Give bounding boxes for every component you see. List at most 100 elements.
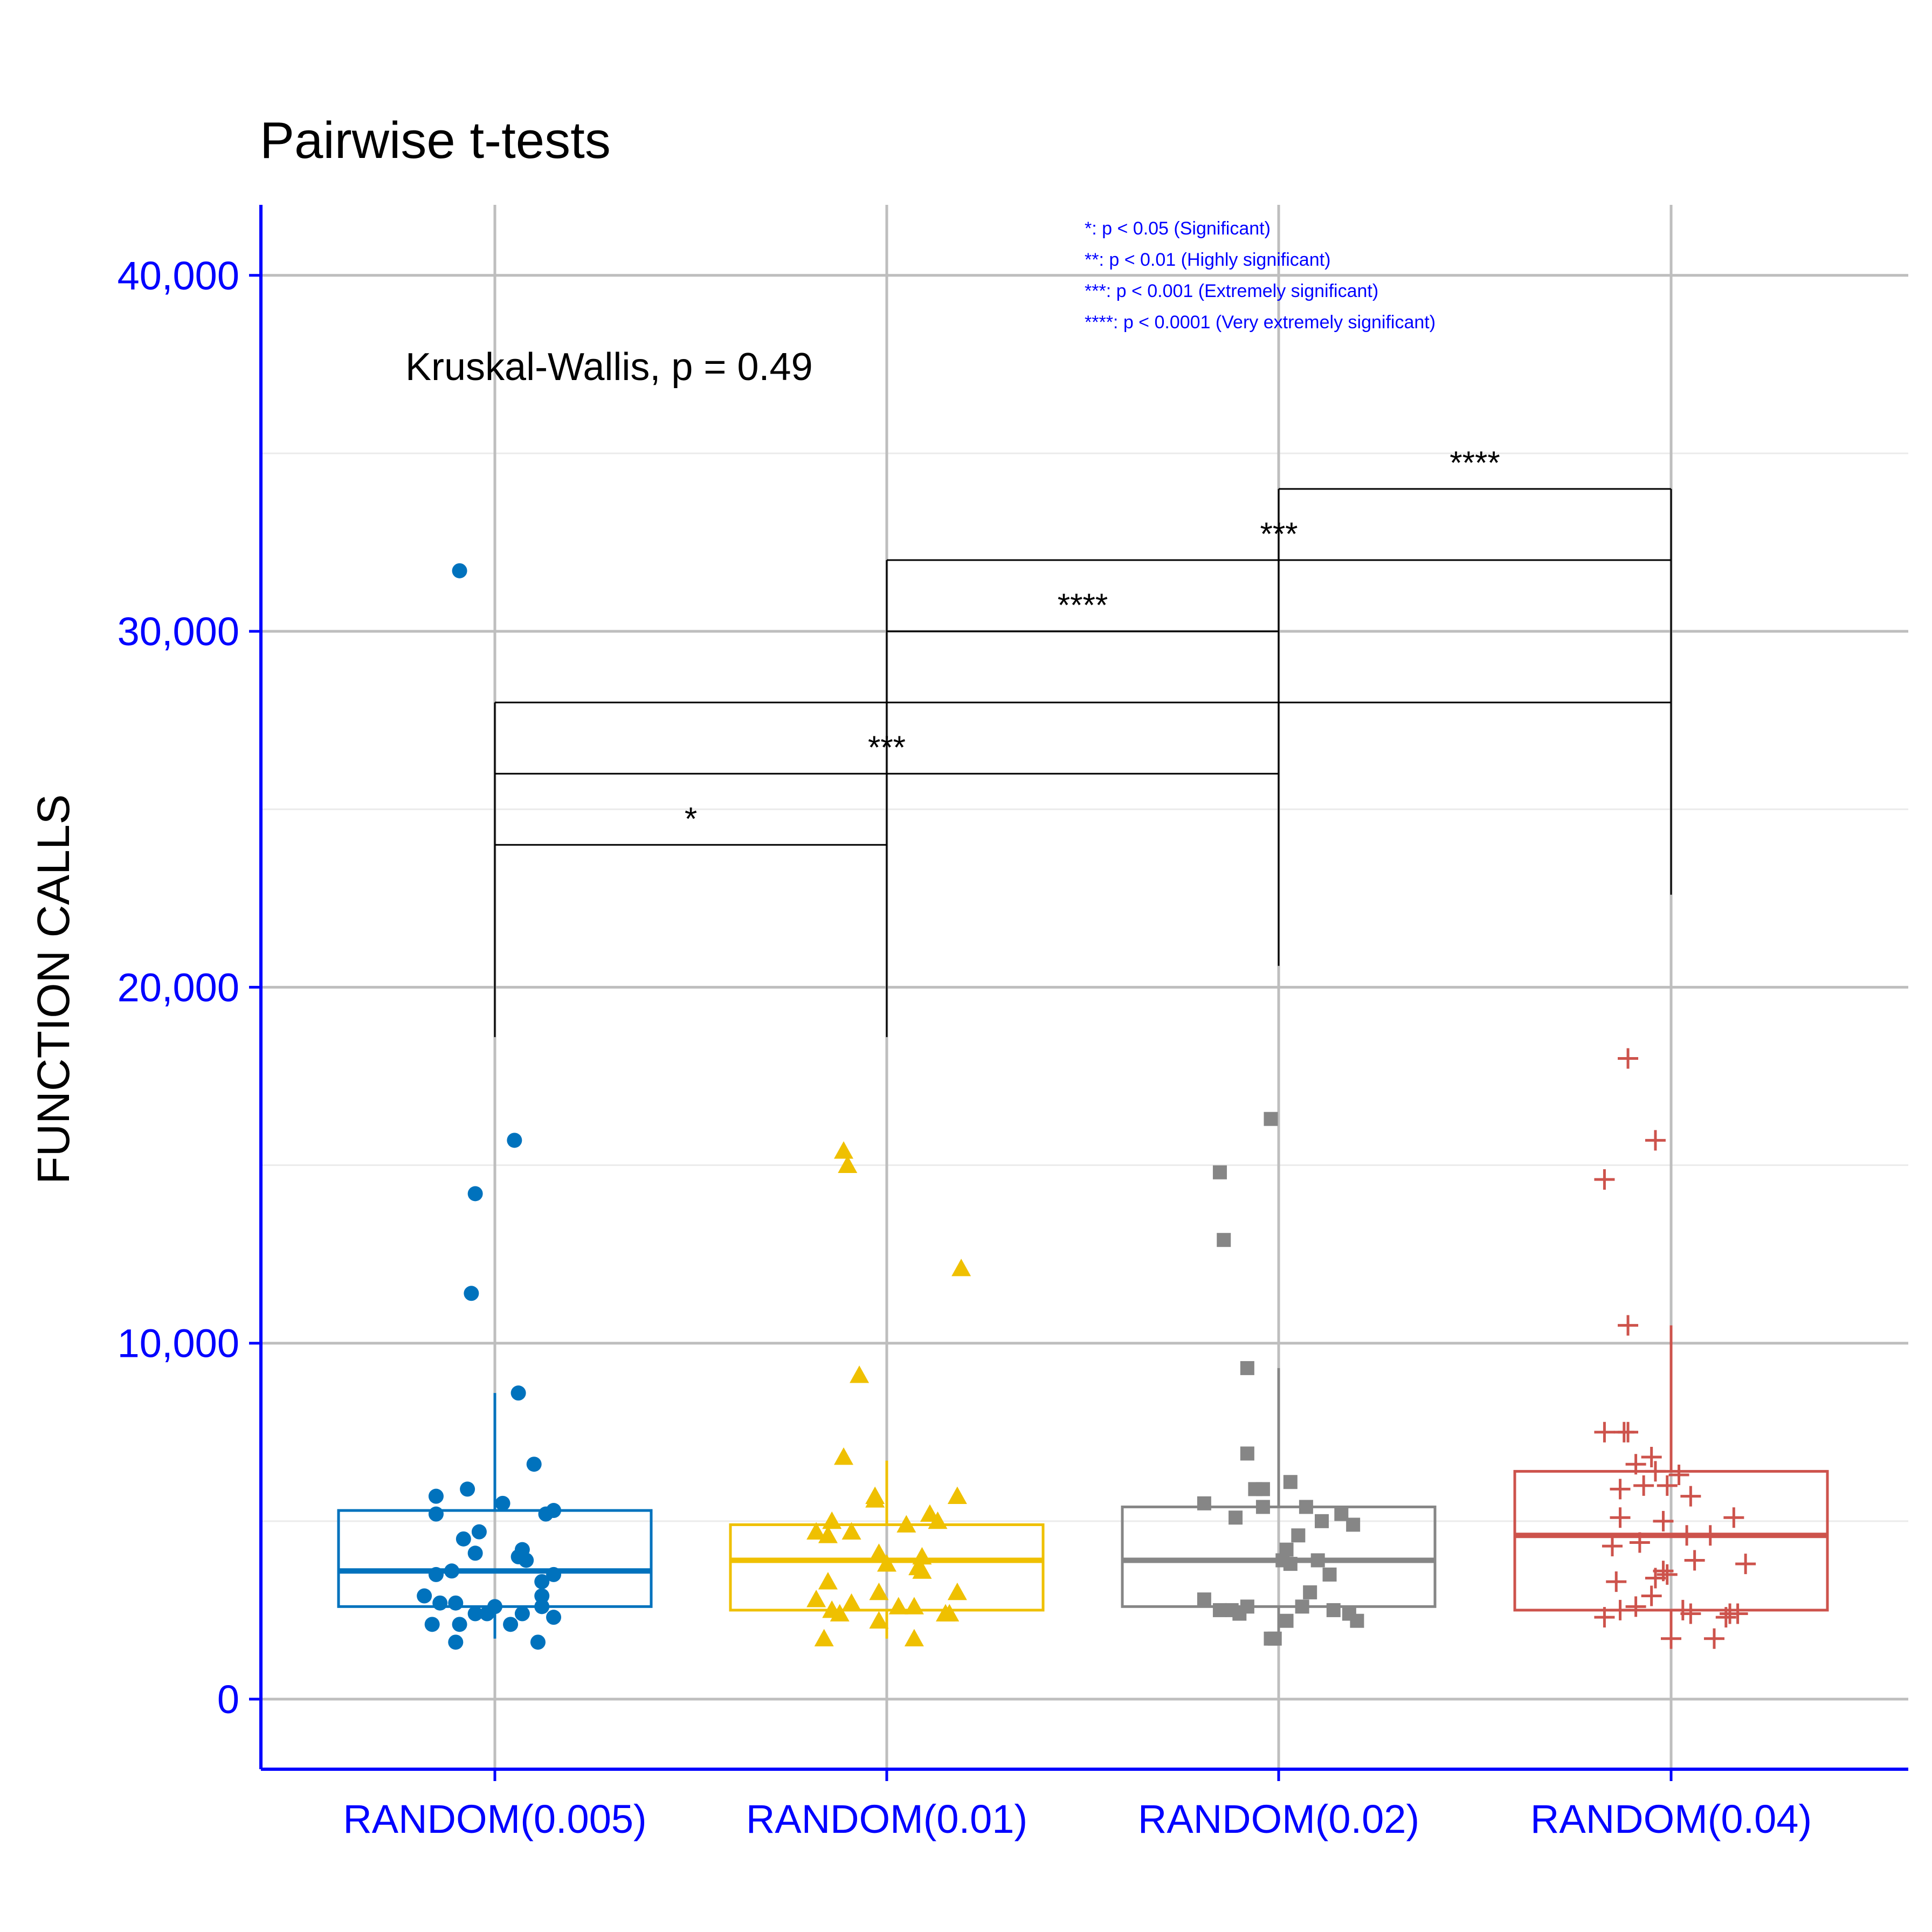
data-point — [495, 1495, 510, 1511]
data-point — [1618, 1315, 1639, 1336]
data-point — [818, 1572, 838, 1590]
data-point — [822, 1511, 842, 1529]
data-point — [834, 1447, 854, 1465]
data-point — [444, 1563, 460, 1579]
data-point — [1610, 1479, 1631, 1500]
data-point — [1602, 1536, 1623, 1557]
data-point — [1645, 1568, 1666, 1589]
x-tick-label: RANDOM(0.005) — [343, 1797, 646, 1841]
data-point — [1283, 1557, 1298, 1571]
data-point — [1240, 1446, 1254, 1461]
data-point — [1322, 1567, 1337, 1582]
data-point — [479, 1606, 495, 1622]
data-point — [1255, 1500, 1270, 1514]
data-point — [1727, 1603, 1748, 1624]
data-point — [546, 1567, 562, 1582]
box — [1121, 1505, 1437, 1608]
data-point — [904, 1629, 924, 1647]
data-point — [1594, 1422, 1615, 1443]
data-point — [1645, 1461, 1666, 1482]
data-point — [1295, 1599, 1309, 1614]
data-point — [1279, 1613, 1294, 1628]
data-point — [1264, 1631, 1278, 1646]
data-point — [1255, 1482, 1270, 1496]
data-point — [1680, 1486, 1701, 1507]
data-point — [1668, 1465, 1689, 1486]
data-point — [814, 1629, 834, 1647]
data-point — [841, 1522, 861, 1540]
data-point — [1657, 1475, 1678, 1496]
data-point — [806, 1522, 826, 1540]
data-point — [1735, 1554, 1756, 1575]
data-point — [1684, 1550, 1705, 1571]
data-point — [471, 1524, 487, 1540]
data-point — [1346, 1517, 1361, 1532]
data-point — [1629, 1532, 1650, 1553]
data-point — [1715, 1607, 1736, 1628]
y-tick-label: 30,000 — [118, 609, 239, 654]
data-point — [452, 1617, 467, 1632]
data-point — [1197, 1496, 1211, 1510]
data-point — [510, 1385, 526, 1401]
data-point — [1653, 1510, 1674, 1531]
data-point — [865, 1490, 885, 1508]
data-point — [850, 1365, 870, 1383]
data-point — [534, 1574, 550, 1590]
data-point — [428, 1506, 444, 1522]
data-point — [530, 1634, 546, 1650]
data-point — [1700, 1525, 1721, 1546]
data-point — [1212, 1165, 1227, 1179]
comparison-brackets: *************** — [494, 445, 1672, 1037]
data-point — [818, 1526, 838, 1543]
data-point — [1264, 1112, 1278, 1126]
data-point — [452, 563, 467, 578]
legend-note-1: *: p < 0.05 (Significant) — [1085, 218, 1271, 239]
data-point — [538, 1506, 554, 1522]
data-point — [841, 1593, 861, 1611]
data-point — [1661, 1628, 1681, 1649]
data-point — [1633, 1475, 1654, 1496]
data-point — [1314, 1514, 1329, 1528]
data-point — [467, 1186, 483, 1202]
data-point — [503, 1617, 519, 1632]
data-point — [940, 1604, 960, 1622]
data-point — [432, 1595, 448, 1611]
data-point — [1625, 1596, 1646, 1617]
y-axis-label: FUNCTION CALLS — [28, 794, 79, 1184]
data-point — [830, 1604, 850, 1622]
data-point — [896, 1515, 916, 1533]
box — [1513, 1469, 1829, 1612]
data-point — [1240, 1361, 1254, 1375]
y-tick-label: 0 — [217, 1677, 239, 1722]
data-point — [1212, 1603, 1227, 1617]
data-point — [1310, 1553, 1325, 1568]
text-layer: Pairwise t-tests FUNCTION CALLS Kruskal-… — [28, 112, 1436, 1184]
data-point — [428, 1567, 444, 1582]
data-point — [877, 1554, 896, 1572]
data-point — [514, 1606, 530, 1622]
y-tick-label: 10,000 — [118, 1321, 239, 1366]
data-point — [1625, 1454, 1646, 1475]
data-points — [417, 563, 1756, 1650]
data-point — [448, 1634, 464, 1650]
data-point — [928, 1511, 948, 1529]
data-point — [1618, 1048, 1639, 1069]
legend-note-2: **: p < 0.01 (Highly significant) — [1085, 250, 1330, 270]
data-point — [838, 1155, 858, 1173]
data-point — [534, 1588, 550, 1604]
data-point — [869, 1611, 889, 1629]
data-point — [460, 1481, 475, 1497]
data-point — [806, 1590, 826, 1607]
data-point — [1229, 1510, 1243, 1525]
data-point — [417, 1588, 432, 1604]
data-point — [947, 1582, 967, 1600]
data-point — [510, 1549, 526, 1564]
data-point — [448, 1595, 464, 1611]
data-point — [464, 1286, 479, 1301]
data-point — [1594, 1607, 1615, 1628]
data-point — [1303, 1585, 1317, 1599]
data-point — [1232, 1606, 1247, 1621]
data-point — [507, 1133, 522, 1148]
data-point — [888, 1597, 908, 1614]
data-point — [526, 1457, 542, 1472]
